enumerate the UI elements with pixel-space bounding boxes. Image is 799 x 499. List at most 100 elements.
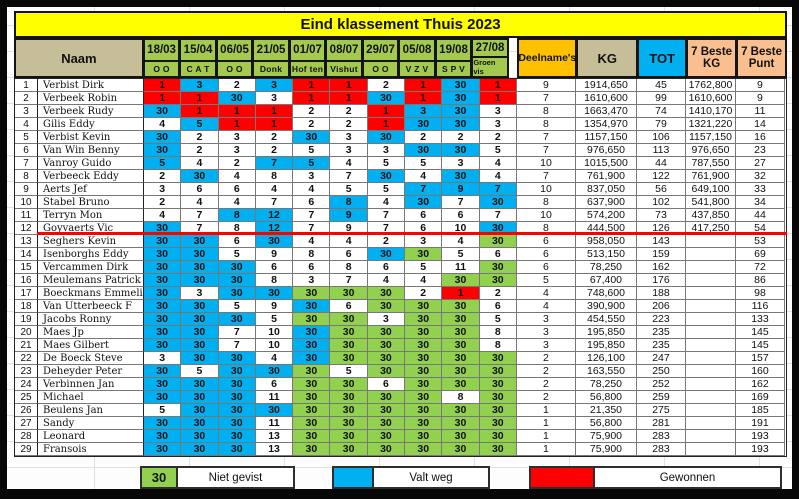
score-cell[interactable]: 9 [442,183,480,196]
rank-cell[interactable]: 23 [15,365,38,378]
tot-cell[interactable]: 113 [636,144,686,157]
score-cell[interactable]: 30 [330,391,368,404]
deelnames-cell[interactable]: 4 [516,287,576,300]
score-cell[interactable]: 7 [330,274,368,287]
score-cell[interactable]: 30 [144,378,182,391]
beste-punt-cell[interactable]: 14 [735,118,785,131]
score-cell[interactable]: 7 [255,157,294,170]
score-cell[interactable]: 4 [181,157,219,170]
column-header-date[interactable]: 01/07 Hof ten [288,38,327,78]
score-cell[interactable]: 30 [405,404,443,417]
score-cell[interactable]: 30 [144,131,182,144]
score-cell[interactable]: 2 [479,131,517,144]
score-cell[interactable]: 4 [330,235,368,248]
score-cell[interactable]: 30 [479,274,517,287]
score-cell[interactable]: 4 [405,170,443,183]
tot-cell[interactable]: 188 [636,287,686,300]
score-cell[interactable]: 30 [144,300,182,313]
kg-cell[interactable]: 761,900 [575,170,637,183]
legend-valt-weg[interactable]: Valt weg [332,466,490,489]
score-cell[interactable]: 30 [442,118,480,131]
beste-punt-cell[interactable]: 44 [735,209,785,222]
score-cell[interactable]: 4 [144,118,182,131]
beste-kg-cell[interactable]: 1410,170 [685,105,736,118]
score-cell[interactable]: 5 [442,248,480,261]
score-cell[interactable]: 1 [330,79,368,92]
score-cell[interactable]: 5 [367,183,406,196]
score-cell[interactable]: 30 [442,170,480,183]
score-cell[interactable]: 30 [367,430,406,443]
score-cell[interactable]: 3 [442,157,480,170]
rank-cell[interactable]: 2 [15,92,38,105]
score-cell[interactable]: 3 [405,235,443,248]
score-cell[interactable]: 30 [255,404,294,417]
score-cell[interactable]: 30 [144,248,182,261]
score-cell[interactable]: 30 [330,378,368,391]
score-cell[interactable]: 30 [181,274,219,287]
score-cell[interactable]: 30 [330,430,368,443]
rank-cell[interactable]: 5 [15,131,38,144]
name-cell[interactable]: Leonard [38,430,144,443]
page-title[interactable]: Eind klassement Thuis 2023 [14,11,787,38]
column-header-date[interactable]: 08/07 Vishut [325,38,363,78]
name-cell[interactable]: Maes Gilbert [38,339,144,352]
beste-kg-cell[interactable] [685,378,736,391]
kg-cell[interactable]: 837,050 [575,183,637,196]
column-header-date[interactable]: 05/08 V Z V [398,38,436,78]
score-cell[interactable]: 5 [367,157,406,170]
tot-cell[interactable]: 283 [636,443,686,456]
name-cell[interactable]: Vanroy Guido [38,157,144,170]
score-cell[interactable]: 1 [293,79,331,92]
score-cell[interactable]: 1 [255,105,294,118]
beste-kg-cell[interactable]: 1157,150 [685,131,736,144]
kg-cell[interactable]: 1663,470 [575,105,637,118]
score-cell[interactable]: 30 [293,378,331,391]
rank-cell[interactable]: 25 [15,391,38,404]
score-cell[interactable]: 6 [330,300,368,313]
score-cell[interactable]: 5 [330,365,368,378]
score-cell[interactable]: 13 [255,430,294,443]
score-cell[interactable]: 5 [218,248,256,261]
rank-cell[interactable]: 24 [15,378,38,391]
rank-cell[interactable]: 19 [15,313,38,326]
score-cell[interactable]: 3 [479,105,517,118]
score-cell[interactable]: 9 [255,300,294,313]
column-header-date[interactable]: 29/07 O O [361,38,400,78]
column-header-date[interactable]: 21/05 Donk [252,38,290,78]
beste-kg-cell[interactable] [685,248,736,261]
rank-cell[interactable]: 16 [15,274,38,287]
score-cell[interactable]: 30 [218,352,256,365]
score-cell[interactable]: 30 [181,170,219,183]
score-cell[interactable]: 6 [218,235,256,248]
score-cell[interactable]: 11 [442,261,480,274]
rank-cell[interactable]: 18 [15,300,38,313]
score-cell[interactable]: 8 [218,209,256,222]
score-cell[interactable]: 30 [181,443,219,456]
score-cell[interactable]: 7 [479,209,517,222]
score-cell[interactable]: 30 [181,326,219,339]
score-cell[interactable]: 30 [330,339,368,352]
score-cell[interactable]: 30 [367,92,406,105]
score-cell[interactable]: 2 [181,131,219,144]
beste-punt-cell[interactable]: 34 [735,196,785,209]
rank-cell[interactable]: 8 [15,170,38,183]
name-cell[interactable]: Verbist Kevin [38,131,144,144]
deelnames-cell[interactable]: 6 [516,248,576,261]
beste-kg-cell[interactable] [685,430,736,443]
deelnames-cell[interactable]: 8 [516,118,576,131]
score-cell[interactable]: 30 [218,261,256,274]
score-cell[interactable]: 30 [181,404,219,417]
score-cell[interactable]: 2 [255,144,294,157]
score-cell[interactable]: 30 [181,430,219,443]
name-cell[interactable]: Boeckmans Emmelie [38,287,144,300]
score-cell[interactable]: 30 [218,378,256,391]
rank-cell[interactable]: 4 [15,118,38,131]
kg-cell[interactable]: 1914,650 [575,79,637,92]
score-cell[interactable]: 30 [293,404,331,417]
beste-punt-cell[interactable]: 191 [735,417,785,430]
beste-punt-cell[interactable]: 193 [735,430,785,443]
beste-kg-cell[interactable] [685,274,736,287]
score-cell[interactable]: 2 [218,79,256,92]
score-cell[interactable]: 2 [181,144,219,157]
name-cell[interactable]: Sandy [38,417,144,430]
